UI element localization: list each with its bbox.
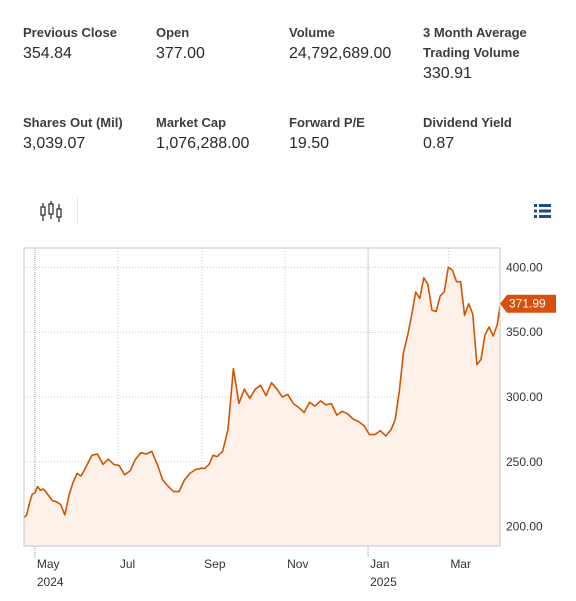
y-tick-label: 300.00	[506, 390, 543, 404]
stat-value: 3,039.07	[23, 135, 86, 152]
stat-previous-close: Previous Close 354.84	[23, 23, 151, 64]
current-price-label: 371.99	[509, 297, 546, 311]
list-icon[interactable]	[533, 202, 553, 220]
stat-value: 330.91	[423, 65, 472, 82]
x-tick-label: Nov	[287, 557, 308, 571]
price-line	[23, 266, 501, 519]
stat-value: 0.87	[423, 135, 455, 152]
stat-shares-out: Shares Out (Mil) 3,039.07	[23, 113, 151, 154]
stat-label: Volume	[289, 25, 335, 40]
y-tick-label: 200.00	[506, 520, 543, 534]
price-chart[interactable]: 400.00 350.00 300.00 250.00 200.00 May 2024 Ju…	[0, 240, 576, 601]
price-area-fill	[24, 267, 500, 546]
stat-market-cap: Market Cap 1,076,288.00	[156, 113, 284, 154]
x-tick-label: Jan	[370, 557, 389, 571]
stat-forward-pe: Forward P/E 19.50	[289, 113, 417, 154]
x-tick-label: Sep	[204, 557, 226, 571]
stat-volume: Volume 24,792,689.00	[289, 23, 417, 64]
current-price-badge	[500, 294, 556, 313]
stat-label: Dividend Yield	[423, 115, 512, 130]
toolbar-divider	[77, 198, 78, 224]
stat-label: Shares Out (Mil)	[23, 115, 123, 130]
x-year-label: 2025	[370, 575, 397, 589]
x-tick-label: Mar	[450, 557, 471, 571]
stat-label: Market Cap	[156, 115, 227, 130]
stat-label: Forward P/E	[289, 115, 365, 130]
y-tick-label: 250.00	[506, 455, 543, 469]
stat-label: Open	[156, 25, 190, 40]
y-tick-label: 400.00	[506, 260, 543, 274]
x-tick-label: Jul	[120, 557, 135, 571]
candlestick-icon[interactable]	[38, 199, 64, 225]
stat-value: 1,076,288.00	[156, 135, 250, 152]
stat-open: Open 377.00	[156, 23, 284, 64]
plot-frame	[23, 247, 501, 547]
stat-label: 3 Month Average Trading Volume	[423, 25, 527, 60]
stat-value: 377.00	[156, 45, 205, 62]
stat-value: 354.84	[23, 45, 72, 62]
stat-3-month-average-volume: 3 Month Average Trading Volume 330.91	[423, 23, 553, 84]
y-tick-label: 350.00	[506, 325, 543, 339]
x-tick-label: May	[37, 557, 60, 571]
x-year-label: 2024	[37, 575, 64, 589]
stat-dividend-yield: Dividend Yield 0.87	[423, 113, 551, 154]
stat-value: 19.50	[289, 135, 330, 152]
stat-label: Previous Close	[23, 25, 117, 40]
stat-value: 24,792,689.00	[289, 45, 392, 62]
